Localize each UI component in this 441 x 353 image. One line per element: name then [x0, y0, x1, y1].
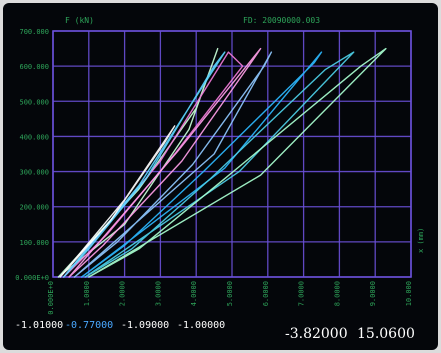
y-tick-label: 400.000 [19, 133, 49, 141]
x-tick-label: 6.0000 [262, 281, 270, 306]
y-tick-label: 0.000E+0 [15, 274, 49, 282]
y-tick-label: 700.000 [19, 28, 49, 36]
x-tick-label: 10.000 [405, 281, 413, 306]
x-tick-label: 3.0000 [154, 281, 162, 306]
readout-4: -1.00000 [177, 320, 226, 331]
readout-3: -1.09000 [121, 320, 170, 331]
readout-5: -3.82000 [285, 326, 348, 342]
hysteresis-loop [84, 51, 355, 278]
oscilloscope-screen: 0.000E+0 100.000 200.000 300.000 400.000 500.… [3, 3, 438, 350]
x-axis-label: x (mm) [417, 228, 425, 253]
x-tick-label: 5.0000 [226, 281, 234, 306]
x-tick-label: 1.0000 [83, 281, 91, 306]
hysteresis-loop [68, 47, 262, 278]
y-tick-label: 200.000 [19, 204, 49, 212]
y-axis-label: F (kN) [65, 16, 94, 25]
hysteresis-chart: 0.000E+0 100.000 200.000 300.000 400.000 500.… [15, 16, 425, 315]
file-label: FD: 20090000.003 [243, 16, 320, 25]
x-tick-label: 4.0000 [190, 281, 198, 306]
hysteresis-loop [63, 51, 226, 278]
x-tick-label: 7.0000 [298, 281, 306, 306]
readout-2: -0.77000 [65, 320, 114, 331]
y-tick-label: 600.000 [19, 63, 49, 71]
hysteresis-loop [57, 47, 219, 278]
y-tick-label: 500.000 [19, 98, 49, 106]
x-tick-label: 0.000E+0 [47, 281, 55, 315]
x-tick-label: 9.0000 [369, 281, 377, 306]
axis-labels: 0.000E+0 100.000 200.000 300.000 400.000 500.… [15, 16, 425, 315]
hysteresis-loop [73, 51, 273, 278]
hysteresis-loop [63, 51, 244, 278]
hysteresis-loop [80, 51, 323, 278]
x-tick-label: 2.0000 [119, 281, 127, 306]
curves [57, 47, 387, 278]
hysteresis-loop [88, 47, 387, 278]
hysteresis-loop [59, 125, 176, 278]
y-tick-label: 300.000 [19, 169, 49, 177]
readout-6: 15.0600 [357, 326, 415, 342]
plot-border [52, 30, 412, 278]
x-tick-label: 8.0000 [333, 281, 341, 306]
readout-1: -1.01000 [15, 320, 64, 331]
grid [52, 30, 412, 278]
y-tick-label: 100.000 [19, 239, 49, 247]
